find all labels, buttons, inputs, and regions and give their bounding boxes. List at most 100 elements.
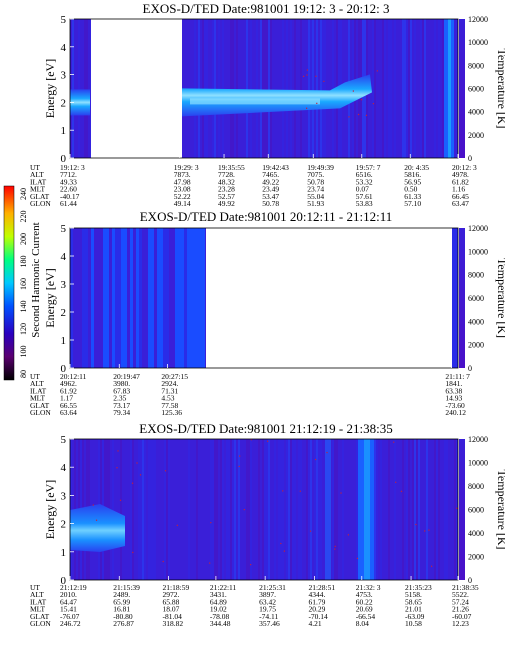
orbit-cell: 6516. [356,170,373,179]
texture-stripe [394,19,396,158]
data-stripe [148,228,151,368]
orbit-cell: 55.04 [307,192,324,201]
texture-stripe [78,19,80,158]
texture-stripe [246,19,248,158]
texture-stripe [84,19,86,158]
y-tick-label: 2 [61,519,67,531]
orbit-cell: 318.82 [163,619,184,628]
orbit-cell: 1841. [445,379,462,388]
texture-stripe [286,439,288,580]
texture-stripe [408,439,410,580]
orbit-cell: 7728. [218,170,235,179]
panel-title: EXOS-D/TED Date:981001 20:12:11 - 21:12:… [140,209,393,224]
data-stripe [202,228,205,368]
speck [340,492,342,494]
speck [117,450,119,452]
colorbar-tick-label: 120 [19,323,28,335]
orbit-cell: 7712. [60,170,77,179]
speck [347,534,350,536]
orbit-cell: 21:25:31 [259,583,286,592]
orbit-cell: 67.83 [113,386,130,395]
data-stripe [94,228,97,368]
orbit-cell: -70.14 [308,612,328,621]
texture-stripe [308,19,310,158]
y2-tick-label: 6000 [468,506,484,515]
orbit-cell: 66.45 [452,192,469,201]
orbit-cell: 20:12:11 [60,372,87,381]
speck [239,455,241,457]
speck [136,462,138,464]
orbit-cell: 19:57: 7 [356,163,381,172]
speck [162,560,164,563]
colorbar-tick-label: 100 [19,346,28,358]
orbit-cell: 12.23 [452,619,469,628]
spectrogram [70,19,458,158]
orbit-cell: 23.74 [307,185,324,194]
texture-stripe [438,439,440,580]
colorbar-tick-label: 140 [19,301,28,313]
texture-stripe [314,439,316,580]
y-tick-label: 5 [61,223,67,235]
data-stripe [193,228,196,368]
orbit-cell: 56.95 [404,177,421,186]
y-tick-label: 4 [61,251,67,263]
data-stripe [181,228,184,368]
orbit-row-label: UT [30,372,40,381]
speck [250,439,252,441]
orbit-cell: 53.32 [356,177,373,186]
orbit-row-label: ALT [30,379,44,388]
orbit-cell: 61.79 [308,597,325,606]
orbit-cell: 71.31 [161,386,178,395]
texture-stripe [266,19,268,158]
texture-stripe [212,19,214,158]
speck [356,557,359,560]
texture-stripe [316,19,318,158]
orbit-cell: 57.10 [404,199,421,208]
y-tick-label: 5 [61,14,67,26]
data-stripe [91,228,94,368]
colorbar-tick-label: 80 [19,370,28,378]
texture-stripe [320,19,322,158]
data-stripe [160,228,163,368]
speck [415,523,417,526]
speck [309,530,312,532]
texture-stripe [300,439,302,580]
y2-tick-label: 2000 [468,553,484,562]
orbit-row-label: ILAT [30,597,47,606]
texture-stripe [426,439,428,580]
speck [210,522,212,524]
texture-stripe [72,19,74,158]
texture-stripe [414,439,416,580]
texture-stripe [388,19,390,158]
texture-stripe [112,439,114,580]
data-stripe [115,228,118,368]
y-axis-label: Energy [eV] [43,59,57,118]
orbit-cell: -73.60 [445,401,465,410]
texture-stripe [238,439,240,580]
speck [376,70,378,72]
texture-stripe [150,439,152,580]
texture-stripe [266,439,268,580]
speck [283,550,285,552]
orbit-cell: 79.34 [113,408,130,417]
orbit-cell: 19:42:43 [262,163,289,172]
texture-stripe [264,439,266,580]
speck [92,504,94,506]
orbit-cell: 49.33 [60,177,77,186]
texture-stripe [268,19,270,158]
orbit-cell: 19:49:39 [307,163,334,172]
orbit-cell: 5158. [405,590,422,599]
orbit-cell: 16.81 [113,605,130,614]
data-stripe [142,228,145,368]
texture-stripe [414,19,416,158]
orbit-cell: 50.78 [262,199,279,208]
orbit-cell: 3897. [259,590,276,599]
y2-tick-label: 8000 [468,482,484,491]
texture-stripe [312,19,314,158]
orbit-cell: 21.01 [405,605,422,614]
data-stripe [169,228,172,368]
data-stripe [118,228,121,368]
orbit-cell: 246.72 [60,619,81,628]
y-tick-label: 0 [61,363,67,375]
